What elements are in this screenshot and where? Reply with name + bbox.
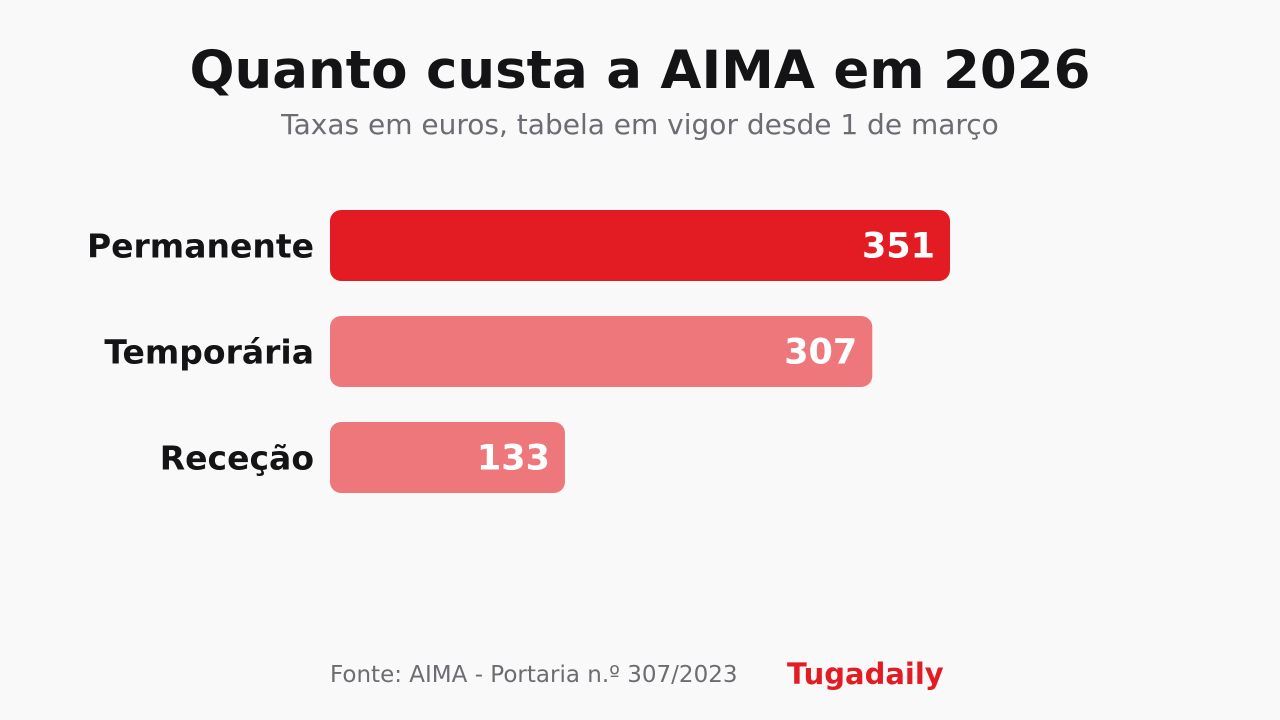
bar-1 bbox=[330, 316, 873, 387]
footer: Fonte: AIMA - Portaria n.º 307/2023 Tuga… bbox=[0, 656, 1280, 696]
bar-2 bbox=[330, 422, 565, 493]
chart-subtitle: Taxas em euros, tabela em vigor desde 1 … bbox=[281, 108, 999, 141]
value-label: 351 bbox=[862, 227, 935, 267]
bar-0 bbox=[330, 210, 950, 281]
category-label: Receção bbox=[160, 439, 314, 478]
category-label: Temporária bbox=[104, 333, 314, 372]
value-label: 133 bbox=[477, 439, 550, 479]
chart-title: Quanto custa a AIMA em 2026 bbox=[189, 40, 1091, 101]
category-label: Permanente bbox=[87, 227, 314, 266]
brand-logo: Tugadaily bbox=[787, 657, 944, 691]
source-note: Fonte: AIMA - Portaria n.º 307/2023 bbox=[330, 662, 738, 688]
value-label: 307 bbox=[784, 333, 857, 373]
